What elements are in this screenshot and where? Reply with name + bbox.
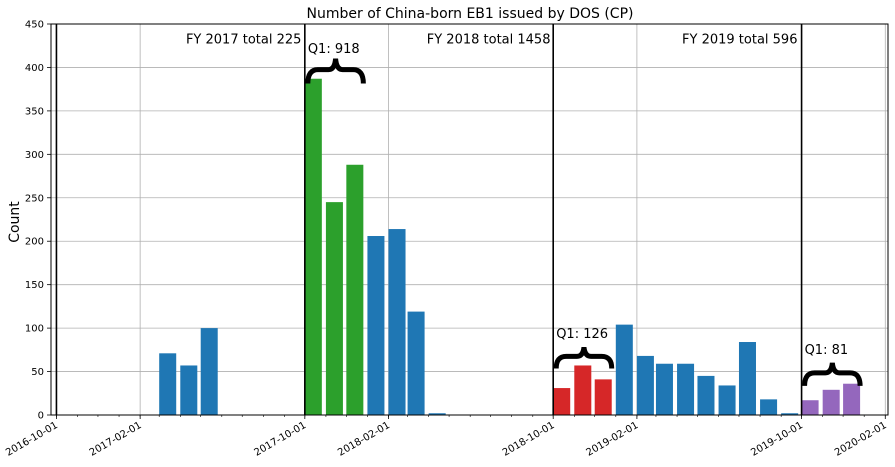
x-tick-label: 2017-02-01 bbox=[88, 420, 144, 459]
fy-total-annotation: FY 2018 total 1458 bbox=[427, 33, 551, 48]
bar bbox=[407, 311, 425, 415]
y-tick-label: 100 bbox=[25, 324, 44, 335]
bar bbox=[697, 375, 715, 415]
bar bbox=[346, 164, 364, 415]
y-tick-label: 450 bbox=[25, 20, 44, 31]
grid-lines bbox=[51, 23, 888, 416]
q1-brace bbox=[553, 346, 615, 369]
fy-total-annotation: FY 2019 total 596 bbox=[682, 33, 797, 48]
y-tick-label: 300 bbox=[25, 150, 44, 161]
q1-annotation: Q1: 126 bbox=[556, 327, 608, 342]
y-axis-ticks: 0 50 100 150 200 250 300 350 400 450 bbox=[25, 20, 51, 422]
bars-group bbox=[159, 78, 861, 416]
q1-annotation: Q1: 81 bbox=[805, 343, 849, 358]
bar bbox=[760, 399, 778, 415]
y-tick-label: 50 bbox=[31, 367, 44, 378]
bar bbox=[822, 389, 840, 415]
bar bbox=[553, 388, 571, 415]
bar bbox=[304, 78, 322, 416]
y-tick-label: 350 bbox=[25, 106, 44, 117]
x-tick-label: 2016-10-01 bbox=[4, 420, 60, 459]
bar bbox=[367, 236, 385, 415]
x-axis-ticks: 2016-10-01 2017-02-01 2017-10-01 2018-02-01… bbox=[4, 415, 889, 459]
x-tick-label: 2018-10-01 bbox=[501, 420, 557, 459]
fiscal-year-lines bbox=[55, 24, 803, 415]
bar bbox=[159, 353, 177, 415]
bar bbox=[718, 385, 736, 415]
bar bbox=[655, 363, 673, 415]
y-tick-label: 150 bbox=[25, 280, 44, 291]
bar bbox=[428, 413, 446, 415]
bar bbox=[180, 365, 198, 415]
bar bbox=[677, 363, 695, 415]
bar bbox=[574, 365, 592, 415]
x-tick-label: 2019-02-01 bbox=[585, 420, 641, 459]
bar bbox=[200, 328, 218, 415]
x-tick-label: 2019-10-01 bbox=[749, 420, 805, 459]
fy-total-annotation: FY 2017 total 225 bbox=[186, 33, 301, 48]
y-tick-label: 200 bbox=[25, 237, 44, 248]
bar bbox=[636, 355, 654, 415]
bar bbox=[738, 342, 756, 415]
y-tick-label: 0 bbox=[38, 411, 44, 422]
bar bbox=[388, 229, 406, 415]
bar bbox=[843, 383, 861, 415]
x-tick-label: 2017-10-01 bbox=[252, 420, 308, 459]
q1-brace bbox=[305, 58, 366, 84]
annotations: FY 2017 total 225 FY 2018 total 1458 FY 20… bbox=[186, 33, 863, 386]
y-tick-label: 250 bbox=[25, 193, 44, 204]
x-tick-label: 2020-02-01 bbox=[833, 420, 889, 459]
bar bbox=[325, 202, 343, 415]
y-axis-label: Count bbox=[7, 201, 23, 243]
plot-frame bbox=[50, 23, 889, 416]
bar bbox=[594, 379, 612, 415]
x-tick-label: 2018-02-01 bbox=[336, 420, 392, 459]
q1-annotation: Q1: 918 bbox=[308, 42, 360, 57]
chart-title: Number of China-born EB1 issued by DOS (… bbox=[307, 6, 634, 22]
bar bbox=[801, 400, 819, 415]
bar bbox=[781, 413, 799, 415]
bar bbox=[615, 324, 633, 415]
y-tick-label: 400 bbox=[25, 63, 44, 74]
q1-brace bbox=[802, 362, 863, 386]
